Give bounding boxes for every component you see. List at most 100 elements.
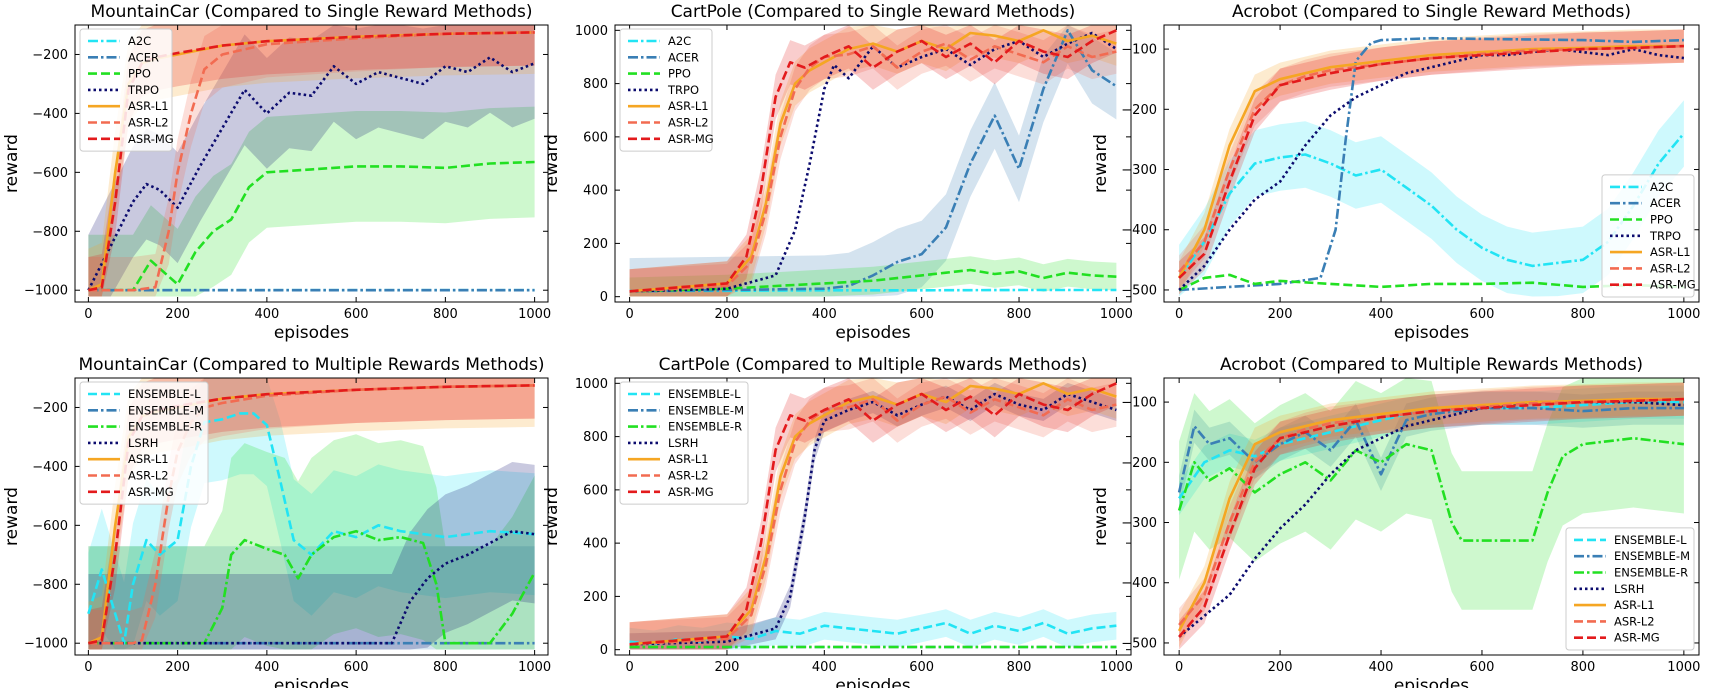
series-line-trpo [1178,47,1685,291]
y-tick-label: −400 [1121,576,1157,591]
legend-label-asr-mg: ASR-MG [128,485,174,499]
y-tick-label: −1000 [24,284,68,299]
x-tick-label: 1000 [518,660,551,675]
legend-label-asr-l2: ASR-L2 [668,116,709,130]
plot-frame [74,24,549,303]
band-asr-l2 [629,25,1117,297]
x-tick-label: 0 [84,660,92,675]
x-tick-label: 1000 [518,307,551,322]
x-tick-label: 400 [812,660,837,675]
legend-label-asr-l1: ASR-L1 [1614,598,1655,612]
band-ensemble-r [1179,378,1684,610]
x-tick-label: 1000 [1100,660,1133,675]
legend-label-trpo: TRPO [1649,229,1681,243]
legend-label-asr-l2: ASR-L2 [128,469,169,483]
legend-label-asr-mg: ASR-MG [1650,278,1696,292]
x-tick-label: 0 [84,307,92,322]
x-tick-label: 200 [715,660,740,675]
x-tick-label: 200 [715,307,740,322]
band-asr-l2 [1179,29,1684,289]
x-tick-label: 800 [1571,660,1596,675]
legend: ENSEMBLE-L ENSEMBLE-M ENSEMBLE-R LSRH ASR-L1… [619,381,749,505]
legend-label-asr-l2: ASR-L2 [1614,614,1655,628]
chart-panel-2: CartPole (Compared to Single Reward Meth… [542,2,1133,343]
band-ensemble-m [88,546,535,650]
legend-label-asr-l2: ASR-L2 [1650,261,1691,275]
legend-label-acer: ACER [668,50,699,64]
series-line-ensemble-r [1177,436,1685,542]
series-line-ensemble-m [1177,406,1684,493]
legend: ENSEMBLE-L ENSEMBLE-M ENSEMBLE-R LSRH ASR-L1… [1565,527,1695,651]
legend-box [619,28,713,152]
legend-label-asr-mg: ASR-MG [668,132,714,146]
y-tick-label: −600 [32,519,68,534]
x-tick-label: 200 [165,660,190,675]
legend-box [1565,527,1695,651]
x-tick-label: 0 [625,660,633,675]
y-tick-label: 200 [583,237,608,252]
x-axis-label: episodes [1394,676,1469,688]
chart-panel-5: CartPole (Compared to Multiple Rewards M… [542,355,1133,688]
band-ensemble-r [88,434,535,650]
x-axis-label: episodes [835,323,910,343]
band-ensemble-m [1179,391,1684,509]
series-line-asr-l2 [88,31,535,292]
legend-box [619,381,749,505]
legend-label-ensemble-m: ENSEMBLE-M [128,403,204,417]
plot-area [629,25,1118,297]
plot-frame [1163,24,1700,303]
legend-label-acer: ACER [128,50,159,64]
x-tick-label: 1000 [1667,660,1700,675]
x-axis-label: episodes [835,676,910,688]
legend: A2C ACER PPO TRPO ASR-L1 ASR-L2 ASR-MG [79,28,174,152]
y-tick-label: −200 [1121,103,1157,118]
band-ppo [88,106,535,297]
series-line-asr-mg [1178,44,1684,279]
series-line-asr-l1 [629,29,1117,293]
series-line-ppo [88,160,535,292]
series-line-ensemble-l [1178,400,1684,500]
x-tick-label: 800 [1007,660,1032,675]
band-asr-l2 [88,25,535,297]
plot-frame [614,24,1132,303]
x-tick-label: 800 [433,307,458,322]
series-line-ppo [629,268,1117,293]
legend-label-ensemble-l: ENSEMBLE-L [1614,533,1687,547]
legend-label-ppo: PPO [668,67,691,81]
series-line-lsrh [629,392,1117,646]
band-asr-mg [1179,29,1684,295]
y-tick-label: −400 [32,107,68,122]
legend-label-asr-l1: ASR-L1 [128,99,169,113]
band-asr-l1 [629,378,1117,650]
y-tick-label: 400 [583,537,608,552]
x-tick-label: 200 [1268,307,1293,322]
y-tick-label: −200 [1121,456,1157,471]
legend-label-asr-mg: ASR-MG [668,485,714,499]
chart-title: CartPole (Compared to Multiple Rewards M… [659,355,1088,375]
y-tick-label: −300 [1121,516,1157,531]
y-tick-label: 400 [583,184,608,199]
series-line-a2c [1178,132,1685,279]
y-axis-label: reward [542,487,562,546]
legend-label-asr-l1: ASR-L1 [668,99,709,113]
y-tick-label: 200 [583,590,608,605]
y-tick-label: −500 [1121,283,1157,298]
x-tick-label: 400 [1369,307,1394,322]
legend-label-ensemble-r: ENSEMBLE-R [128,420,202,434]
legend-label-ppo: PPO [128,67,151,81]
band-trpo [88,25,535,297]
legend-box [79,381,209,505]
legend-label-asr-l2: ASR-L2 [128,116,169,130]
legend-label-acer: ACER [1650,196,1681,210]
legend-label-trpo: TRPO [667,83,699,97]
y-tick-label: −400 [1121,223,1157,238]
y-tick-label: 0 [600,643,608,658]
y-axis-label: reward [542,134,562,193]
legend-label-asr-l1: ASR-L1 [128,452,169,466]
x-tick-label: 400 [1369,660,1394,675]
chart-title: Acrobot (Compared to Single Reward Metho… [1232,2,1631,22]
plot-frame [74,377,549,656]
series-line-trpo [87,56,536,291]
series-line-lsrh [1178,400,1684,638]
